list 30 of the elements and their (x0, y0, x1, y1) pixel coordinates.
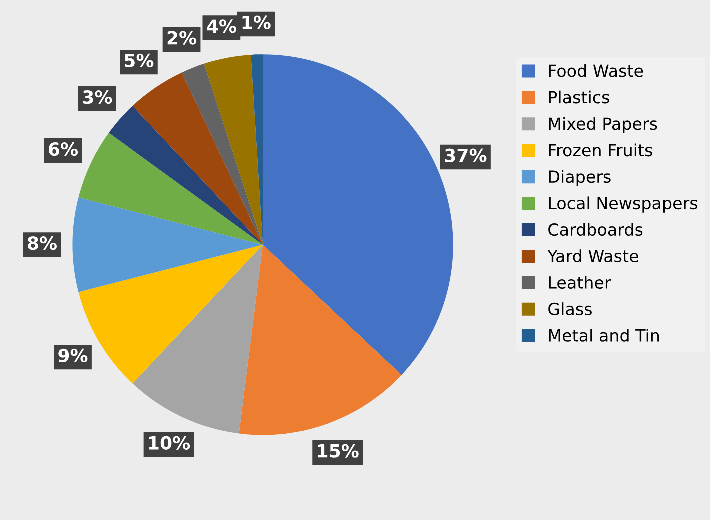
pie-slice (182, 64, 264, 245)
legend-label: Food Waste (549, 64, 644, 78)
pie-slice (204, 54, 264, 245)
legend-label: Leather (549, 276, 612, 290)
data-label: 5% (125, 54, 154, 68)
legend-label: Cardboards (548, 223, 643, 236)
pie-slice (109, 106, 264, 245)
data-label: 2% (168, 31, 197, 45)
legend-label: Yard Waste (548, 250, 638, 263)
pie-slice (72, 198, 264, 292)
legend-label: Glass (548, 302, 592, 316)
legend-label: Frozen Fruits (549, 144, 652, 157)
legend-label: Diapers (549, 170, 611, 186)
data-label: 8% (28, 236, 58, 250)
data-label: 37% (445, 148, 487, 162)
legend-label: Plastics (549, 90, 610, 104)
pie-slice (132, 244, 264, 434)
legend-label: Mixed Papers (549, 117, 658, 134)
data-label: 4% (207, 20, 236, 34)
legend-label: Metal and Tin (549, 329, 660, 342)
data-label: 1% (242, 16, 271, 30)
legend-label: Local Newspapers (549, 196, 698, 213)
data-label: 15% (318, 444, 359, 458)
pie-slice (239, 244, 402, 436)
pie-slice (132, 72, 264, 245)
data-label: 9% (58, 348, 88, 363)
data-label: 3% (83, 90, 112, 104)
pie-slice (78, 133, 264, 245)
data-label: 6% (49, 142, 78, 156)
data-label: 10% (149, 436, 190, 450)
